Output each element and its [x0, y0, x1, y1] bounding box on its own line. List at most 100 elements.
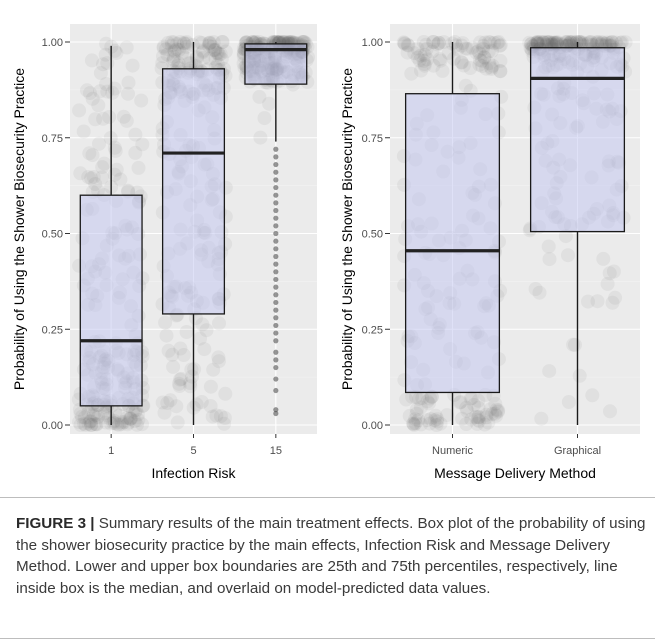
jitter-point	[158, 42, 173, 57]
jitter-point	[468, 410, 483, 424]
jitter-point	[211, 46, 226, 61]
jitter-point	[409, 406, 424, 421]
jitter-point	[583, 35, 598, 50]
jitter-point	[530, 36, 545, 51]
jitter-point	[603, 404, 617, 419]
jitter-point	[550, 35, 565, 50]
jitter-point	[205, 39, 220, 54]
jitter-point	[156, 49, 170, 64]
jitter-point	[76, 124, 91, 139]
jitter-point	[84, 418, 99, 432]
jitter-point	[464, 412, 479, 427]
jitter-point	[195, 317, 210, 332]
y-axis-ticks: 0.00 0.25 0.50 0.75 1.00	[362, 37, 390, 432]
outlier-point	[273, 192, 279, 198]
jitter-point	[77, 410, 92, 425]
jitter-point	[426, 58, 441, 73]
jitter-point	[84, 171, 99, 186]
jitter-point	[475, 59, 490, 73]
jitter-point	[116, 109, 131, 124]
outlier-point	[273, 315, 279, 321]
y-tick-label: 1.00	[42, 37, 63, 49]
jitter-point	[100, 84, 115, 99]
jitter-point	[471, 400, 486, 415]
jitter-point	[166, 49, 181, 64]
jitter-point	[196, 45, 211, 60]
jitter-point	[477, 50, 492, 65]
jitter-point	[542, 364, 557, 379]
y-tick-label: 0.25	[362, 324, 383, 336]
jitter-point	[585, 388, 600, 403]
jitter-point	[600, 35, 615, 50]
outlier-point	[273, 284, 279, 290]
jitter-point	[163, 393, 178, 408]
jitter-point	[211, 354, 226, 369]
jitter-point	[93, 84, 107, 99]
jitter-point	[473, 35, 488, 50]
jitter-point	[414, 63, 428, 78]
jitter-point	[479, 410, 494, 425]
infection-risk-plot: 0.000.250.500.751.00 1 5 15 Infection Risk…	[11, 24, 317, 481]
jitter-point	[203, 399, 218, 413]
jitter-point	[203, 35, 217, 50]
jitter-point	[173, 35, 188, 49]
x-tick-label: 1	[108, 445, 114, 457]
jitter-point	[454, 38, 469, 53]
jitter-point	[172, 376, 186, 391]
jitter-point	[157, 405, 172, 420]
y-axis-title: Probability of Using the Shower Biosecur…	[11, 68, 27, 390]
x-tick-label: 5	[190, 445, 196, 457]
jitter-point	[131, 160, 146, 175]
jitter-point	[472, 410, 487, 424]
outlier-point	[273, 161, 279, 168]
jitter-point	[77, 416, 91, 431]
jitter-point	[546, 35, 561, 50]
jitter-point	[171, 43, 186, 57]
jitter-point	[128, 127, 143, 142]
jitter-point	[169, 42, 184, 57]
y-axis-title: Probability of Using the Shower Biosecur…	[339, 68, 355, 390]
x-axis-title: Message Delivery Method	[434, 465, 596, 481]
jitter-point	[430, 412, 445, 427]
outlier-point	[273, 146, 279, 152]
jitter-point	[402, 408, 417, 423]
jitter-point	[412, 391, 427, 406]
jitter-point	[179, 35, 194, 49]
jitter-point	[465, 40, 480, 55]
jitter-point	[572, 35, 587, 49]
jitter-point	[98, 47, 113, 62]
box-graphical	[529, 47, 626, 233]
jitter-point	[483, 402, 498, 417]
jitter-point	[430, 414, 445, 429]
boxes	[79, 42, 308, 425]
jitter-point	[131, 412, 146, 427]
jitter-point	[426, 35, 440, 49]
jitter-point	[165, 347, 180, 362]
jitter-point	[203, 379, 218, 394]
jitter-point	[614, 35, 629, 50]
jitter-point	[542, 35, 557, 49]
jitter-point	[424, 389, 439, 404]
jitter-point	[416, 53, 431, 68]
jitter-point	[414, 417, 428, 432]
jitter-point	[215, 35, 230, 49]
jitter-point	[205, 409, 220, 424]
jitter-point	[455, 36, 470, 51]
jitter-point	[199, 323, 214, 338]
jitter-point	[120, 417, 135, 432]
jitter-point	[561, 395, 576, 409]
y-tick-label: 0.00	[42, 420, 63, 432]
jitter-point	[477, 50, 492, 65]
jitter-point	[73, 406, 88, 421]
jitter-point	[125, 404, 140, 419]
jitter-point	[568, 337, 582, 352]
outlier-point	[273, 410, 279, 417]
jitter-point	[411, 413, 426, 428]
jitter-point	[206, 43, 221, 57]
jitter-point	[540, 35, 555, 49]
jitter-point	[432, 35, 447, 50]
box-1	[79, 194, 143, 407]
jitter-point	[184, 362, 199, 377]
jitter-point	[463, 391, 478, 406]
jitter-point	[88, 112, 103, 127]
